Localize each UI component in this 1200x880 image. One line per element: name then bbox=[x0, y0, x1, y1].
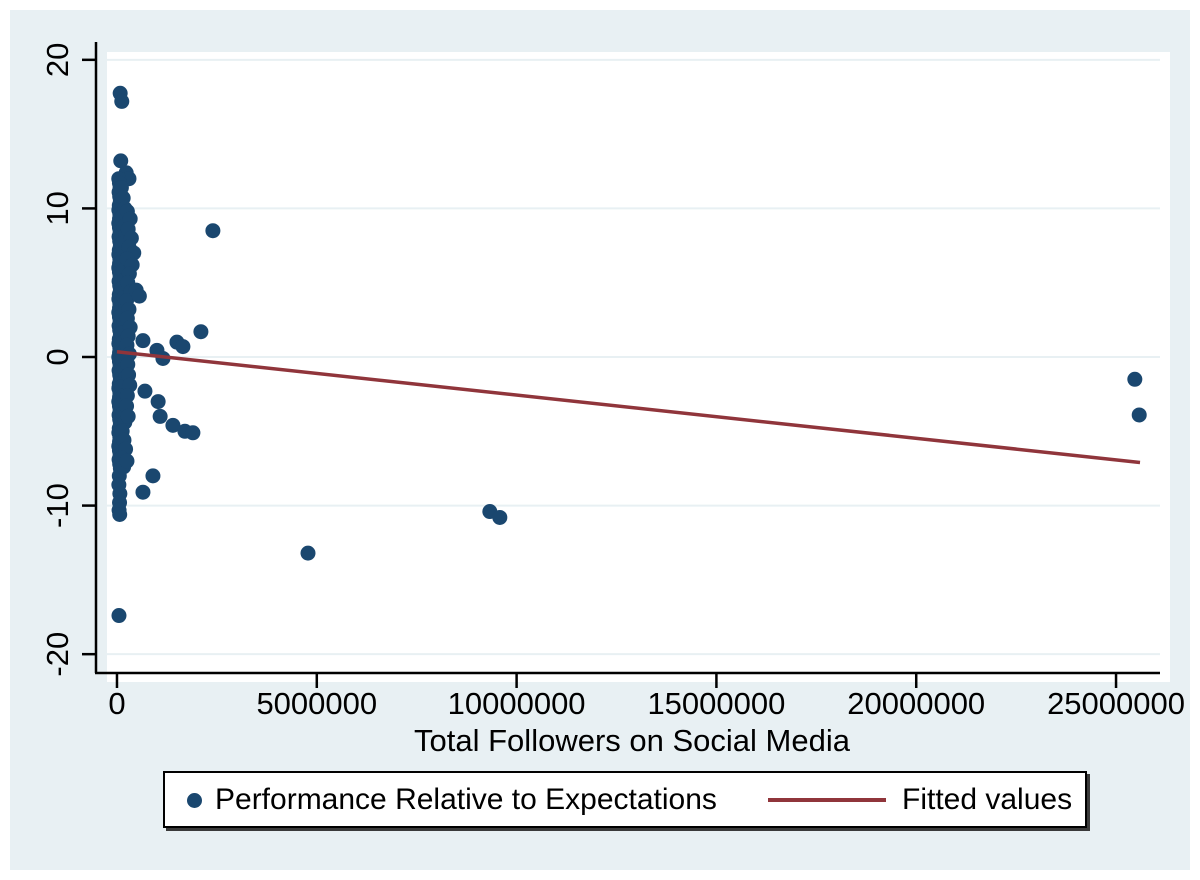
scatter-point bbox=[205, 223, 221, 239]
legend: Performance Relative to Expectations Fit… bbox=[163, 771, 1087, 828]
scatter-point bbox=[492, 509, 508, 525]
scatter-point bbox=[135, 484, 151, 500]
x-tick-label: 5000000 bbox=[256, 686, 377, 721]
scatter-point bbox=[185, 425, 201, 441]
y-tick-label: 0 bbox=[40, 348, 75, 365]
x-tick-label: 20000000 bbox=[847, 686, 985, 721]
legend-marker-line bbox=[768, 797, 886, 802]
plot-area bbox=[107, 52, 1170, 682]
y-tick-label: -10 bbox=[40, 483, 75, 528]
scatter-point bbox=[165, 417, 181, 433]
scatter-point bbox=[135, 333, 151, 349]
fitted-line bbox=[116, 350, 1141, 465]
scatter-point bbox=[152, 408, 168, 424]
legend-marker-dot bbox=[187, 792, 202, 808]
scatter-point bbox=[120, 408, 136, 424]
figure-background bbox=[10, 10, 1190, 870]
scatter-point bbox=[1131, 407, 1147, 423]
scatter-point bbox=[193, 324, 209, 340]
scatter-point bbox=[131, 288, 147, 304]
scatter-point bbox=[145, 468, 161, 484]
x-tick-label: 25000000 bbox=[1047, 686, 1185, 721]
scatter-point bbox=[150, 394, 166, 410]
scatter-point bbox=[113, 153, 129, 169]
x-axis-title: Total Followers on Social Media bbox=[414, 723, 851, 758]
x-tick-label: 0 bbox=[108, 686, 125, 721]
scatter-point bbox=[1127, 371, 1143, 387]
y-tick-label: 10 bbox=[40, 191, 75, 225]
y-tick-label: -20 bbox=[40, 632, 75, 677]
x-tick-label: 10000000 bbox=[448, 686, 586, 721]
scatter-point bbox=[119, 453, 135, 469]
y-tick-label: 20 bbox=[40, 43, 75, 77]
legend-label-fitted: Fitted values bbox=[902, 782, 1073, 816]
x-tick-label: 15000000 bbox=[647, 686, 785, 721]
legend-label-performance: Performance Relative to Expectations bbox=[215, 782, 717, 816]
scatter-point bbox=[114, 93, 130, 109]
scatter-point bbox=[137, 383, 153, 399]
scatter-point bbox=[111, 608, 127, 624]
scatter-point bbox=[175, 339, 191, 355]
scatter-point bbox=[300, 545, 316, 561]
scatter-point bbox=[112, 507, 128, 522]
